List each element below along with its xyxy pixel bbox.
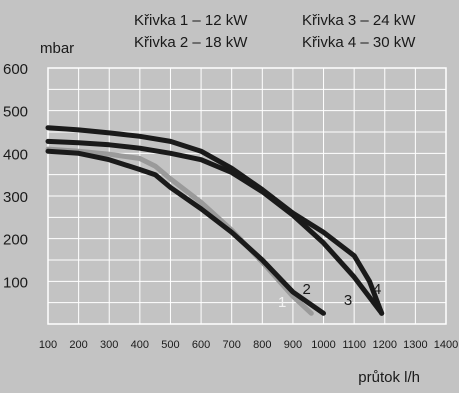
series-line-3 (45, 138, 385, 316)
plot-border (47, 67, 447, 325)
y-tick-label: 200 (3, 232, 28, 249)
x-tick-label: 1200 (373, 339, 397, 351)
x-tick-label: 1000 (311, 339, 335, 351)
x-tick-label: 1300 (403, 339, 427, 351)
series-line-2 (45, 148, 326, 316)
x-tick-label: 100 (39, 339, 57, 351)
legend-entry: Křivka 3 – 24 kW (302, 12, 416, 29)
y-tick-label: 600 (3, 61, 28, 78)
series-number-label: 3 (344, 292, 352, 309)
x-tick-label: 700 (223, 339, 241, 351)
x-tick-label: 1400 (434, 339, 458, 351)
legend-entry: Křivka 1 – 12 kW (134, 12, 248, 29)
y-tick-label: 300 (3, 189, 28, 206)
x-tick-label: 300 (100, 339, 118, 351)
x-tick-label: 900 (284, 339, 302, 351)
y-tick-label: 500 (3, 104, 28, 121)
x-axis-label: průtok l/h (358, 369, 420, 386)
y-tick-label: 100 (3, 274, 28, 291)
series-number-label: 1 (278, 294, 286, 311)
series-number-label: 2 (303, 281, 311, 298)
legend-entry: Křivka 2 – 18 kW (134, 34, 248, 51)
legend-entry: Křivka 4 – 30 kW (302, 34, 416, 51)
x-tick-label: 400 (131, 339, 149, 351)
x-tick-label: 1100 (342, 339, 366, 351)
x-tick-label: 500 (161, 339, 179, 351)
y-axis-label: mbar (40, 40, 74, 57)
x-tick-label: 600 (192, 339, 210, 351)
x-tick-label: 800 (253, 339, 271, 351)
y-tick-label: 400 (3, 146, 28, 163)
x-tick-label: 200 (69, 339, 87, 351)
series-number-label: 4 (373, 281, 381, 298)
series-line-4 (45, 125, 385, 316)
